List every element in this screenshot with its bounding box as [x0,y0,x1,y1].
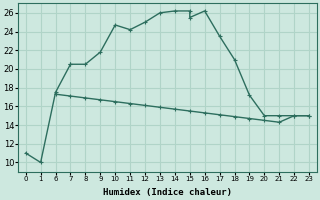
X-axis label: Humidex (Indice chaleur): Humidex (Indice chaleur) [103,188,232,197]
